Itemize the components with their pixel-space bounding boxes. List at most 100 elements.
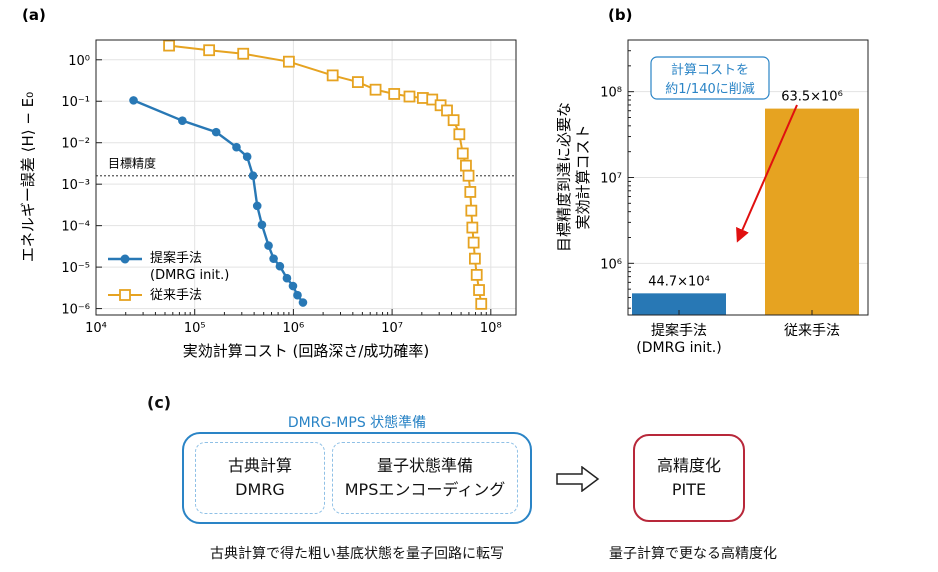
data-point-conventional xyxy=(282,55,295,68)
data-point-conventional xyxy=(203,44,216,57)
data-point-conventional xyxy=(462,169,475,182)
caption-quantum: 量子計算で更なる高精度化 xyxy=(609,546,777,562)
mps-encoding-box: 量子状態準備 MPSエンコーディング xyxy=(332,442,518,514)
pite-line2: PITE xyxy=(671,480,707,499)
data-point-conventional xyxy=(237,47,250,60)
y-tick-label: 10⁸ xyxy=(600,86,622,101)
y-tick-label: 10⁻² xyxy=(61,137,90,152)
classical-dmrg-line1: 古典計算 xyxy=(227,456,292,475)
x-category-label: 従来手法 xyxy=(784,323,840,339)
y-tick-label: 10⁷ xyxy=(600,172,622,187)
bar-proposed xyxy=(632,293,726,315)
threshold-label: 目標精度 xyxy=(108,156,156,171)
data-point-conventional xyxy=(473,284,485,296)
data-point-proposed xyxy=(232,142,241,152)
chart-a-frame xyxy=(95,39,517,316)
data-point-conventional xyxy=(466,221,479,234)
legend-marker-proposed xyxy=(120,254,130,264)
data-point-conventional xyxy=(467,236,480,249)
bar-conventional xyxy=(765,108,859,315)
flow-arrow-icon xyxy=(556,466,600,492)
reduction-callout-line1: 計算コストを xyxy=(671,62,749,78)
chart-b-ylabel-line2: 実効計算コスト xyxy=(574,124,592,229)
data-point-proposed xyxy=(242,152,252,161)
data-point-proposed xyxy=(288,281,298,291)
panel-c-label: (c) xyxy=(147,393,172,412)
data-point-conventional xyxy=(369,83,382,96)
y-tick-label: 10⁻⁴ xyxy=(61,220,90,235)
legend-label-conventional: 従来手法 xyxy=(150,288,202,303)
data-point-conventional xyxy=(351,76,364,88)
pite-box: 高精度化 PITE xyxy=(633,434,745,522)
data-point-proposed xyxy=(282,273,292,283)
reduction-callout: 計算コストを 約1/140に削減 xyxy=(650,56,770,100)
caption-classical: 古典計算で得た粗い基底状態を量子回路に転写 xyxy=(210,546,504,562)
data-point-conventional xyxy=(403,90,416,103)
data-point-conventional xyxy=(447,114,460,127)
x-category-label: 提案手法 xyxy=(651,322,707,339)
mps-encoding-line1: 量子状態準備 xyxy=(376,456,473,475)
data-point-conventional xyxy=(475,297,488,310)
data-point-conventional xyxy=(163,39,175,52)
chart-a-xlabel: 実効計算コスト (回路深さ/成功確率) xyxy=(183,342,430,360)
bar-value-label: 44.7×10⁴ xyxy=(648,274,710,289)
chart-a-ticks: 10⁴ 10⁵ 10⁶ 10⁷ 10⁸ 10⁻⁶ 10⁻⁵ 10⁻⁴ 10⁻³ 10⁻² 10⁻¹ 1… xyxy=(61,54,501,336)
data-point-proposed xyxy=(264,241,273,250)
x-tick-label: 10⁸ xyxy=(480,321,502,336)
chart-b-frame xyxy=(627,39,869,316)
chart-b-ylabel-line1: 目標精度到達に必要な xyxy=(555,102,573,252)
data-point-proposed xyxy=(252,201,262,211)
panel-a: (a) 10⁴ 10⁵ 10⁶ 10⁷ 10⁸10⁻⁶10⁻⁵10⁻⁴10⁻³10⁻²1… xyxy=(19,6,517,360)
y-tick-label: 10⁻⁶ xyxy=(61,303,90,318)
data-point-proposed xyxy=(129,96,138,105)
y-tick-label: 10⁻¹ xyxy=(61,95,90,110)
x-tick-label: 10⁶ xyxy=(283,321,305,336)
legend-label-proposed-line2: (DMRG init.) xyxy=(150,268,229,283)
bar-value-label: 63.5×10⁶ xyxy=(781,90,843,105)
chart-a-ylabel: エネルギー誤差 ⟨H⟩ − E₀ xyxy=(19,92,37,262)
x-tick-label: 10⁷ xyxy=(381,321,403,336)
data-point-conventional xyxy=(456,147,469,160)
panel-b-label: (b) xyxy=(608,6,632,24)
classical-dmrg-line2: DMRG xyxy=(235,480,285,499)
data-point-conventional xyxy=(465,204,478,217)
data-point-conventional xyxy=(326,69,339,82)
dmrg-mps-group-box xyxy=(182,432,532,524)
data-point-proposed xyxy=(269,254,278,263)
series-line-conventional xyxy=(168,44,483,305)
data-point-conventional xyxy=(441,104,453,117)
chart-a-legend: 提案手法 (DMRG init.) 従来手法 xyxy=(108,250,229,303)
chart-b-ticks: 10⁶ 10⁷ 10⁸ xyxy=(600,50,634,309)
data-point-conventional xyxy=(470,268,483,281)
reduction-callout-line2: 約1/140に削減 xyxy=(665,81,754,97)
reduction-callout-box xyxy=(650,56,770,100)
y-tick-label: 10⁻⁵ xyxy=(61,261,90,276)
y-tick-label: 10⁻³ xyxy=(61,178,90,193)
data-point-conventional xyxy=(464,186,477,198)
data-point-proposed xyxy=(211,127,221,137)
x-tick-label: 10⁵ xyxy=(184,321,206,336)
panel-a-label: (a) xyxy=(22,6,46,24)
data-point-proposed xyxy=(275,261,285,271)
legend-marker-conventional xyxy=(119,289,131,301)
data-point-proposed xyxy=(248,171,258,181)
y-tick-label: 10⁰ xyxy=(68,54,90,69)
panel-b: (b) 10⁶ 10⁷ 10⁸ 44.7×10⁴ 提案手法(DMRG init.) 63… xyxy=(555,6,869,356)
x-tick-label: 10⁴ xyxy=(85,321,107,336)
data-point-conventional xyxy=(453,128,466,141)
chart-a-points xyxy=(129,39,488,310)
x-category-label: (DMRG init.) xyxy=(636,340,721,356)
reduction-arrow xyxy=(736,104,798,243)
data-point-proposed xyxy=(298,298,308,307)
data-point-conventional xyxy=(460,159,472,172)
legend-label-proposed-line1: 提案手法 xyxy=(150,250,202,266)
y-tick-label: 10⁶ xyxy=(600,257,622,272)
data-point-conventional xyxy=(468,252,481,265)
data-point-proposed xyxy=(293,290,302,300)
data-point-proposed xyxy=(178,116,187,125)
pite-line1: 高精度化 xyxy=(656,456,721,475)
data-point-conventional xyxy=(388,88,401,100)
classical-dmrg-box: 古典計算 DMRG xyxy=(195,442,325,514)
